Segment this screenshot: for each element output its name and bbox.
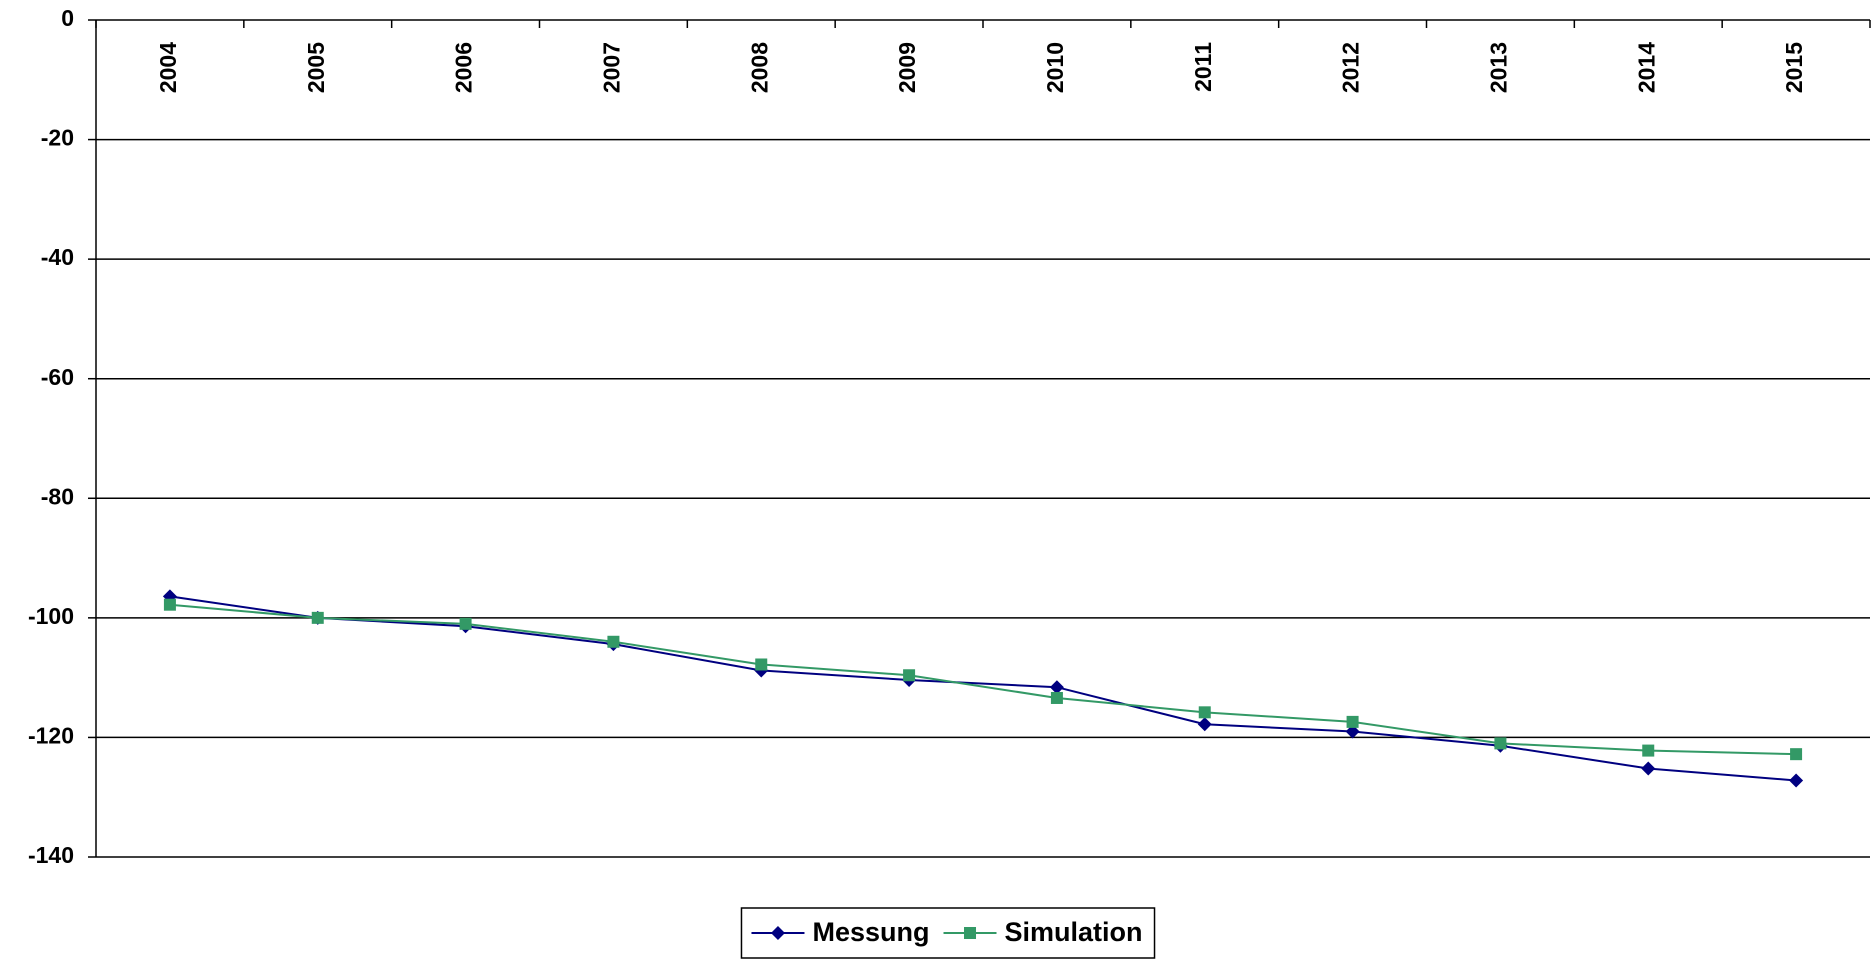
data-point [1789, 773, 1804, 788]
x-tick-label: 2013 [1485, 42, 1511, 93]
data-point [755, 658, 768, 671]
y-tick-label: -60 [41, 364, 74, 390]
legend-label: Messung [812, 917, 929, 947]
data-point [1642, 744, 1655, 757]
data-point [1049, 680, 1064, 695]
y-tick-label: -80 [41, 483, 74, 509]
x-tick-label: 2011 [1190, 42, 1216, 92]
y-tick-label: -140 [28, 842, 74, 868]
legend-item: Messung [751, 917, 930, 947]
legend-label: Simulation [1005, 917, 1143, 947]
x-tick-label: 2007 [598, 42, 624, 93]
legend-marker [770, 926, 785, 940]
series-line [169, 595, 1797, 782]
x-tick-label: 2015 [1781, 42, 1807, 93]
series-line [169, 603, 1797, 756]
data-point [1346, 715, 1359, 728]
data-point [311, 611, 324, 624]
x-tick-label: 2004 [155, 42, 181, 93]
x-tick-label: 2008 [746, 42, 772, 93]
x-tick-label: 2014 [1633, 42, 1659, 93]
data-point [1641, 761, 1656, 776]
y-tick-label: -20 [41, 125, 74, 151]
data-point [903, 669, 916, 682]
data-point [1050, 691, 1063, 704]
data-point [163, 598, 176, 611]
data-point [1197, 717, 1212, 732]
y-tick-label: -40 [41, 244, 74, 270]
x-tick-label: 2006 [451, 42, 477, 93]
data-point [1790, 748, 1803, 761]
y-tick-label: -120 [28, 723, 74, 749]
data-point [459, 617, 472, 630]
legend-marker [964, 927, 977, 939]
x-tick-label: 2010 [1042, 42, 1068, 93]
data-point [1345, 724, 1360, 739]
y-tick-label: 0 [61, 5, 74, 31]
y-tick-label: -100 [28, 603, 74, 629]
data-point [1494, 737, 1507, 750]
x-tick-label: 2005 [303, 42, 329, 93]
data-point [607, 635, 620, 648]
data-point [1198, 706, 1211, 719]
x-tick-label: 2009 [894, 42, 920, 93]
legend-item: Simulation [943, 917, 1143, 947]
x-tick-label: 2012 [1338, 42, 1364, 93]
